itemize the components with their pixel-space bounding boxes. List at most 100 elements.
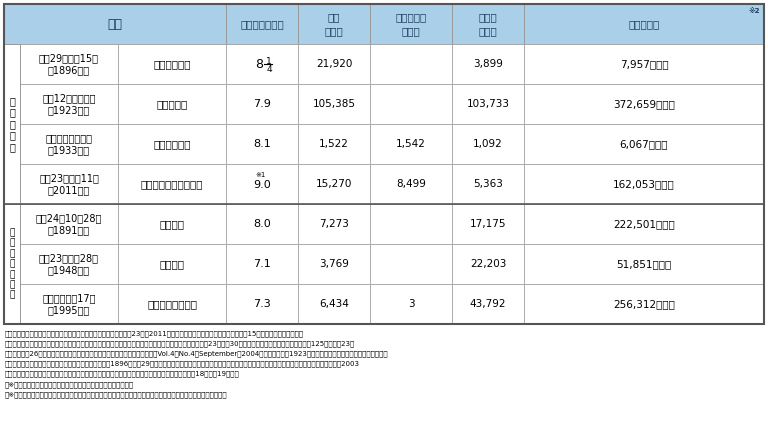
- Bar: [370, 84, 452, 124]
- Text: 103,733: 103,733: [466, 99, 509, 109]
- Bar: [298, 44, 370, 84]
- Text: 海
溝
型
地
震: 海 溝 型 地 震: [9, 96, 15, 152]
- Bar: [524, 4, 764, 44]
- Bar: [20, 244, 118, 284]
- Text: 256,312（棟）: 256,312（棟）: [613, 299, 675, 309]
- Bar: [20, 84, 118, 124]
- Text: 東北地方太平洋沖地震: 東北地方太平洋沖地震: [141, 179, 204, 189]
- Text: （出典）・マグニチュード：東北地方太平洋沖地震は気象庁「平成23年（2011年）東北地方太平洋沖地震」について（第15報）より，他は理科年表: （出典）・マグニチュード：東北地方太平洋沖地震は気象庁「平成23年（2011年）…: [5, 330, 304, 337]
- Bar: [524, 124, 764, 164]
- Text: 行方不明者: 行方不明者: [396, 12, 427, 22]
- Bar: [20, 44, 118, 84]
- Text: 死者: 死者: [328, 12, 340, 22]
- Text: 6,067（棟）: 6,067（棟）: [620, 139, 668, 149]
- Text: 6,434: 6,434: [319, 299, 349, 309]
- Bar: [452, 44, 524, 84]
- Bar: [118, 204, 226, 244]
- Bar: [452, 4, 524, 44]
- Bar: [452, 164, 524, 204]
- Text: ５月26日），関東大震災：日本地震工学会「『日本地震工学会論文集Vol.4，No.4，September　2004』，関東地震（1923年９月１日）による被害要: ５月26日），関東大震災：日本地震工学会「『日本地震工学会論文集Vol.4，No…: [5, 350, 389, 357]
- Text: ・死者，行方不明者，負傷者，家屋被害数：東北地方太平洋沖地震：緊急災害対策本部資料（平成23年５月30日）及び消防庁災害対策本部資料（第125版，平成23年: ・死者，行方不明者，負傷者，家屋被害数：東北地方太平洋沖地震：緊急災害対策本部資…: [5, 340, 356, 347]
- Bar: [298, 284, 370, 324]
- Text: 昭和三陸地震: 昭和三陸地震: [154, 139, 190, 149]
- Bar: [298, 84, 370, 124]
- Text: （名）: （名）: [402, 26, 420, 36]
- Bar: [20, 284, 118, 324]
- Text: 43,792: 43,792: [470, 299, 506, 309]
- Bar: [452, 84, 524, 124]
- Bar: [118, 124, 226, 164]
- Bar: [4, 4, 764, 324]
- Text: 8,499: 8,499: [396, 179, 426, 189]
- Text: 8.1: 8.1: [253, 139, 271, 149]
- Bar: [370, 4, 452, 44]
- Text: 7.3: 7.3: [253, 299, 271, 309]
- Bar: [226, 4, 298, 44]
- Bar: [226, 204, 298, 244]
- Bar: [20, 164, 118, 204]
- Text: 地震: 地震: [108, 17, 123, 30]
- Bar: [118, 84, 226, 124]
- Text: 濃尾地震: 濃尾地震: [160, 219, 184, 229]
- Text: 1,092: 1,092: [473, 139, 503, 149]
- Text: 明治29年６月15日
（1896年）: 明治29年６月15日 （1896年）: [39, 53, 99, 75]
- Bar: [524, 244, 764, 284]
- Text: （名）: （名）: [478, 26, 498, 36]
- Bar: [226, 284, 298, 324]
- Bar: [226, 44, 298, 84]
- Text: 昭和23年６月28日
（1948年）: 昭和23年６月28日 （1948年）: [39, 253, 99, 275]
- Text: 平成23年３月11日
（2011年）: 平成23年３月11日 （2011年）: [39, 173, 99, 195]
- Bar: [118, 244, 226, 284]
- Bar: [20, 204, 118, 244]
- Bar: [4, 44, 20, 204]
- Bar: [298, 4, 370, 44]
- Text: 7.9: 7.9: [253, 99, 271, 109]
- Bar: [226, 124, 298, 164]
- Text: ※1: ※1: [256, 172, 266, 178]
- Bar: [118, 284, 226, 324]
- Text: マグニチュード: マグニチュード: [240, 19, 284, 29]
- Bar: [524, 164, 764, 204]
- Bar: [4, 4, 226, 44]
- Text: 8.0: 8.0: [253, 219, 271, 229]
- Text: 7,957（戸）: 7,957（戸）: [620, 59, 668, 69]
- Text: 1,542: 1,542: [396, 139, 426, 149]
- Bar: [298, 244, 370, 284]
- Text: 大正12年９月１日
（1923年）: 大正12年９月１日 （1923年）: [42, 93, 96, 115]
- Text: ※１：東北地方太平洋沖地震はモーメントマグニチュードを記載: ※１：東北地方太平洋沖地震はモーメントマグニチュードを記載: [5, 381, 134, 388]
- Bar: [226, 84, 298, 124]
- Bar: [370, 204, 452, 244]
- Text: ※２：数値は各資料に記載されている家屋被害の全壊，半壊，流失家屋数，全焼，半焼の被害数の合計値を記載。: ※２：数値は各資料に記載されている家屋被害の全壊，半壊，流失家屋数，全焼，半焼の…: [5, 391, 227, 398]
- Text: 9.0: 9.0: [253, 180, 271, 190]
- Text: 1,522: 1,522: [319, 139, 349, 149]
- Text: 3,769: 3,769: [319, 259, 349, 269]
- Bar: [524, 284, 764, 324]
- Text: 105,385: 105,385: [313, 99, 356, 109]
- Text: 162,053（戸）: 162,053（戸）: [613, 179, 675, 189]
- Bar: [524, 204, 764, 244]
- Text: 372,659（棟）: 372,659（棟）: [613, 99, 675, 109]
- Text: 21,920: 21,920: [316, 59, 353, 69]
- Bar: [226, 244, 298, 284]
- Text: 17,175: 17,175: [470, 219, 506, 229]
- Text: 7.1: 7.1: [253, 259, 271, 269]
- Text: 22,203: 22,203: [470, 259, 506, 269]
- Text: 定，諸井孝文・武村雅之」，明治三陸地震：「1896（明治29）年「岩手県統計書」」，昭和三陸地震・濃尾地震・福井地震：東京大学出版社「日本被害地震総覧2003: 定，諸井孝文・武村雅之」，明治三陸地震：「1896（明治29）年「岩手県統計書」…: [5, 361, 360, 367]
- Text: 222,501（棟）: 222,501（棟）: [613, 219, 675, 229]
- Bar: [4, 204, 20, 324]
- Bar: [298, 204, 370, 244]
- Text: 15,270: 15,270: [316, 179, 353, 189]
- Bar: [298, 124, 370, 164]
- Text: 3,899: 3,899: [473, 59, 503, 69]
- Text: 関東大震災: 関東大震災: [157, 99, 187, 109]
- Bar: [118, 164, 226, 204]
- Text: 7,273: 7,273: [319, 219, 349, 229]
- Text: 4: 4: [266, 64, 272, 73]
- Bar: [452, 284, 524, 324]
- Bar: [118, 44, 226, 84]
- Text: 家屋被害数: 家屋被害数: [628, 19, 660, 29]
- Bar: [370, 164, 452, 204]
- Text: 阪神・淡路大震災: 阪神・淡路大震災: [147, 299, 197, 309]
- Text: 内
陸
直
下
型
地
震: 内 陸 直 下 型 地 震: [9, 228, 15, 299]
- Bar: [20, 124, 118, 164]
